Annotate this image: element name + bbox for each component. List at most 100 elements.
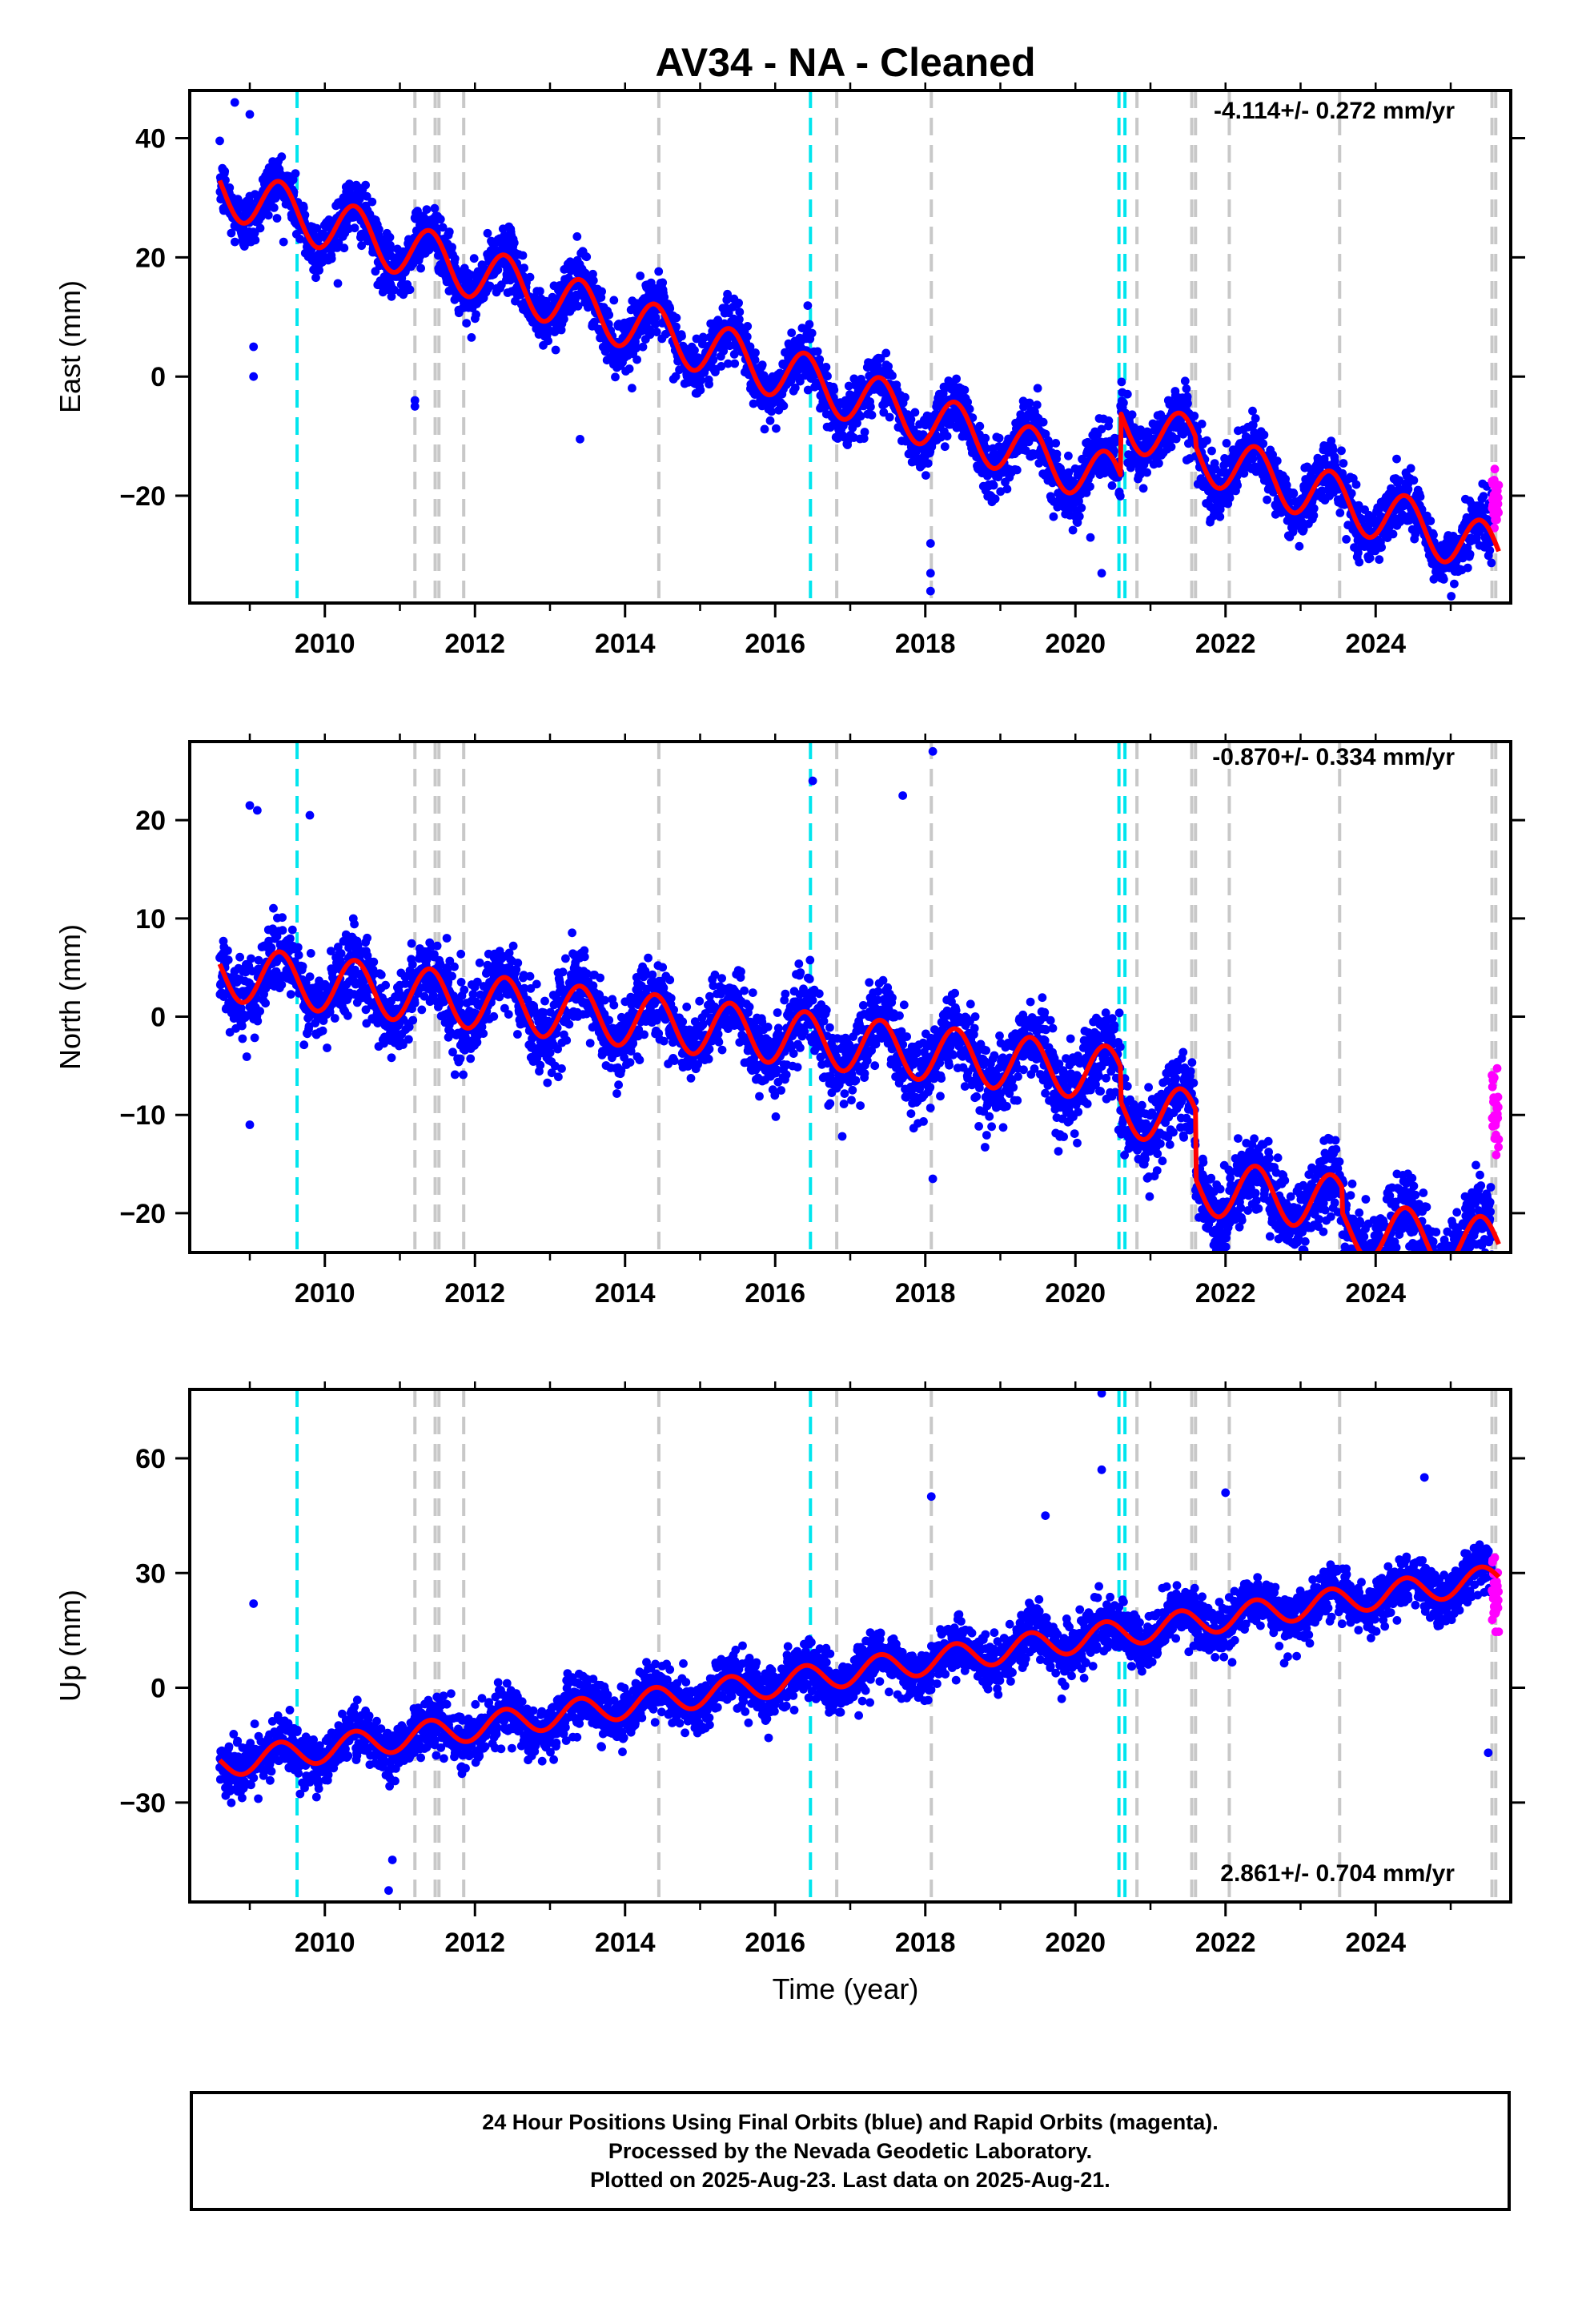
data-point [1251,414,1260,423]
data-point [485,281,495,291]
data-point [677,332,686,341]
data-point [628,384,636,393]
data-point [235,952,244,962]
data-point [1355,557,1364,567]
data-point [231,237,239,247]
data-point [536,1060,545,1070]
data-point [291,169,300,179]
data-point [295,235,305,243]
data-point [805,320,814,329]
data-point [654,267,664,276]
chart-panels: 2010 2012 2014 2016 2018 2020 2022 2024−2002040… [54,82,1525,1958]
data-point [250,1033,259,1043]
data-point [1183,399,1192,408]
data-point [1450,579,1459,589]
data-point [227,228,236,238]
data-point [658,278,668,287]
data-point [1122,389,1132,399]
rapid-data-point [1490,464,1500,474]
data-point [885,412,894,422]
data-point [796,376,805,386]
data-point [725,341,734,351]
data-point [389,285,399,295]
data-point [413,207,422,215]
data-point [448,971,456,981]
data-point [294,951,303,960]
data-point [300,211,310,219]
data-point [588,275,598,285]
data-point [315,266,323,275]
data-point [1485,545,1495,555]
data-point [450,1070,460,1080]
data-point [286,990,295,999]
y-tick-label: 0 [151,362,166,392]
data-point [1339,459,1348,468]
data-point [981,433,990,443]
data-point [299,1040,309,1050]
data-point [448,243,456,252]
data-point [767,407,777,416]
series-final-points [215,746,1496,1252]
data-point [609,296,619,305]
data-point [765,416,775,425]
data-point [1409,476,1419,485]
data-point [251,235,260,245]
data-point [363,933,371,943]
data-point [1259,430,1269,440]
data-point [436,215,445,224]
data-point [815,355,825,364]
data-point [221,175,230,185]
data-point [921,471,930,480]
data-point [1239,468,1249,478]
data-point [250,228,259,238]
outlier-point [1206,515,1215,525]
data-point [735,308,745,316]
data-point [807,328,817,338]
data-point [361,180,370,190]
outlier-point [410,396,420,405]
data-point [551,345,560,355]
data-point [444,227,454,236]
data-point [821,363,831,372]
data-point [787,328,797,337]
data-point [1351,480,1361,489]
data-point [518,251,528,260]
data-point [269,203,279,212]
data-point [387,1053,396,1063]
outlier-point [245,110,255,119]
data-point [255,1007,264,1016]
data-point [385,232,395,242]
data-point [238,1021,247,1031]
data-point [697,376,706,385]
data-point [466,1054,476,1063]
data-point [532,979,541,989]
data-point [1052,449,1062,459]
data-point [749,399,758,408]
data-point [479,1029,488,1038]
data-point [1337,446,1346,456]
data-point [1049,512,1058,521]
data-point [1426,517,1435,525]
data-point [215,136,224,146]
data-point [751,348,760,357]
outlier-point [1086,533,1095,542]
data-point [1335,509,1345,517]
data-point [509,238,519,247]
data-point [459,1070,468,1080]
data-point [450,254,460,263]
data-point [223,955,233,964]
series-final-points [215,98,1496,601]
data-point [263,211,273,220]
data-point [636,271,645,280]
data-point [1403,485,1413,494]
data-point [386,251,396,260]
data-point [1182,384,1191,393]
data-point [339,243,349,253]
data-point [278,926,287,935]
data-point [867,410,877,420]
data-point [1203,436,1211,445]
data-point [417,1005,427,1015]
data-point [1447,592,1456,601]
data-point [1263,495,1271,505]
